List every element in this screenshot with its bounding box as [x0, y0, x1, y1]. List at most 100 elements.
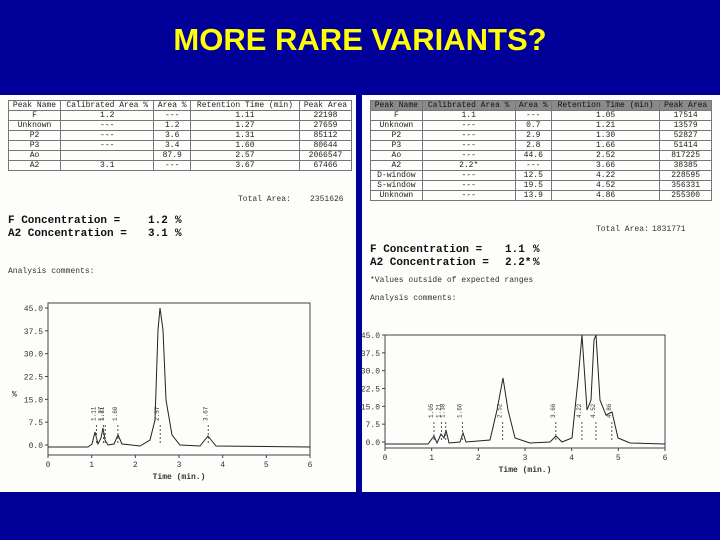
- table-row: Ao --- 44.6 2.52 817225: [370, 150, 712, 161]
- plot-frame: [384, 334, 666, 449]
- table-cell: 80644: [298, 140, 353, 151]
- table-cell: P3: [370, 140, 423, 151]
- table-cell: P2: [7, 130, 62, 141]
- table-row: Unknown --- 0.7 1.21 13579: [370, 120, 712, 131]
- table-row: P2 --- 2.9 1.30 52827: [370, 130, 712, 141]
- table-cell: 1.1: [421, 110, 516, 121]
- concentration-label: A2 Concentration =: [370, 257, 489, 269]
- table-cell: ---: [421, 120, 516, 131]
- x-tick-label: 3: [523, 454, 528, 463]
- table-cell: ---: [421, 190, 516, 201]
- table-cell: 12.5: [514, 170, 552, 181]
- header-cell: Calibrated Area %: [60, 100, 155, 111]
- concentration-unit: %: [175, 215, 182, 227]
- table-cell: ---: [514, 110, 552, 121]
- table-cell: ---: [153, 160, 191, 171]
- table-cell: 228595: [659, 170, 712, 181]
- table-cell: ---: [153, 110, 191, 121]
- table-cell: D-window: [370, 170, 423, 181]
- table-cell: 2.9: [514, 130, 552, 141]
- table-cell: 1.30: [550, 130, 661, 141]
- x-tick-label: 4: [220, 461, 225, 470]
- peak-label: 4.52: [590, 403, 597, 418]
- table-cell: ---: [60, 140, 155, 151]
- header-cell: Peak Name: [7, 100, 62, 111]
- table-cell: 1.31: [189, 130, 300, 141]
- header-cell: Calibrated Area %: [421, 100, 516, 111]
- y-tick-label: 45.0: [362, 332, 380, 341]
- table-row: P3 --- 3.4 1.60 80644: [7, 140, 353, 151]
- x-tick-label: 5: [264, 461, 269, 470]
- x-tick-label: 4: [569, 454, 574, 463]
- table-cell: A2: [7, 160, 62, 171]
- table-row: F 1.1 --- 1.05 17514: [370, 110, 712, 121]
- report-panel: Peak Name Calibrated Area % Area % Retentio…: [0, 95, 356, 492]
- table-cell: P2: [370, 130, 423, 141]
- plot-frame: [47, 302, 311, 456]
- peak-label: 2.52: [497, 403, 504, 418]
- x-tick-label: 0: [383, 454, 388, 463]
- concentration-value: 1.2: [148, 215, 168, 227]
- table-cell: 1.60: [189, 140, 300, 151]
- chromatogram-trace: [48, 307, 311, 448]
- x-tick-label: 2: [476, 454, 481, 463]
- concentration-label: F Concentration =: [370, 244, 483, 256]
- peak-label: 1.66: [456, 403, 463, 418]
- concentration-unit: %: [533, 257, 540, 269]
- table-cell: 52827: [659, 130, 712, 141]
- chromatogram: 45.0 37.5 30.0 22.5 15.0 7.5 0.00 1 2 3 4 5 6 Time (m…: [362, 332, 668, 475]
- total-area-value: 1831771: [652, 225, 686, 234]
- x-tick-label: 5: [616, 454, 621, 463]
- concentration-value: 1.1: [505, 244, 525, 256]
- y-tick-label: 0.0: [29, 442, 44, 451]
- concentration-unit: %: [175, 228, 182, 240]
- table-row: A2 2.2* --- 3.66 38385: [370, 160, 712, 171]
- table-cell: 2.57: [189, 150, 300, 161]
- peak-table: Peak Name Calibrated Area % Area % Retentio…: [370, 100, 712, 201]
- report-panel: Peak Name Calibrated Area % Area % Retentio…: [362, 95, 720, 492]
- concentration-label: A2 Concentration =: [8, 228, 127, 240]
- x-tick-label: 1: [89, 461, 94, 470]
- table-cell: 4.22: [550, 170, 661, 181]
- table-cell: 1.11: [189, 110, 300, 121]
- y-tick-label: 7.5: [29, 419, 44, 428]
- header-cell: Peak Name: [370, 100, 423, 111]
- header-cell: Retention Time (min): [550, 100, 661, 111]
- table-row: Ao 87.9 2.57 2066547: [7, 150, 353, 161]
- comments-label: Analysis comments:: [8, 267, 95, 276]
- slide-title: MORE RARE VARIANTS?: [173, 22, 547, 57]
- header-cell: Area %: [514, 100, 552, 111]
- table-cell: 2.52: [550, 150, 661, 161]
- concentration-value: 2.2*: [505, 257, 532, 269]
- table-cell: 17514: [659, 110, 712, 121]
- table-cell: 44.6: [514, 150, 552, 161]
- table-row: P2 --- 3.6 1.31 85112: [7, 130, 353, 141]
- table-cell: Ao: [7, 150, 62, 161]
- table-cell: ---: [60, 130, 155, 141]
- footnote: *Values outside of expected ranges: [370, 276, 534, 285]
- table-cell: A2: [370, 160, 423, 171]
- table-cell: 3.1: [60, 160, 155, 171]
- peak-table: Peak Name Calibrated Area % Area % Retentio…: [7, 100, 353, 171]
- table-cell: Unknown: [370, 120, 423, 131]
- peak-label: 1.27: [97, 406, 104, 421]
- y-tick-label: 15.0: [24, 396, 43, 405]
- header-cell: Peak Area: [659, 100, 712, 111]
- table-cell: 4.52: [550, 180, 661, 191]
- concentration-label: F Concentration =: [8, 215, 121, 227]
- table-cell: 3.4: [153, 140, 191, 151]
- table-cell: 1.66: [550, 140, 661, 151]
- chromatogram-trace: [385, 334, 666, 445]
- table-cell: 2066547: [298, 150, 353, 161]
- table-row: Unknown --- 13.9 4.86 255300: [370, 190, 712, 201]
- peak-label: 3.67: [202, 406, 209, 421]
- table-cell: 0.7: [514, 120, 552, 131]
- peak-label: 1.11: [90, 406, 97, 421]
- table-cell: 87.9: [153, 150, 191, 161]
- header-cell: Area %: [153, 100, 191, 111]
- x-tick-label: 1: [429, 454, 434, 463]
- table-row: P3 --- 2.8 1.66 51414: [370, 140, 712, 151]
- table-row: S-window --- 19.5 4.52 356331: [370, 180, 712, 191]
- table-cell: 67466: [298, 160, 353, 171]
